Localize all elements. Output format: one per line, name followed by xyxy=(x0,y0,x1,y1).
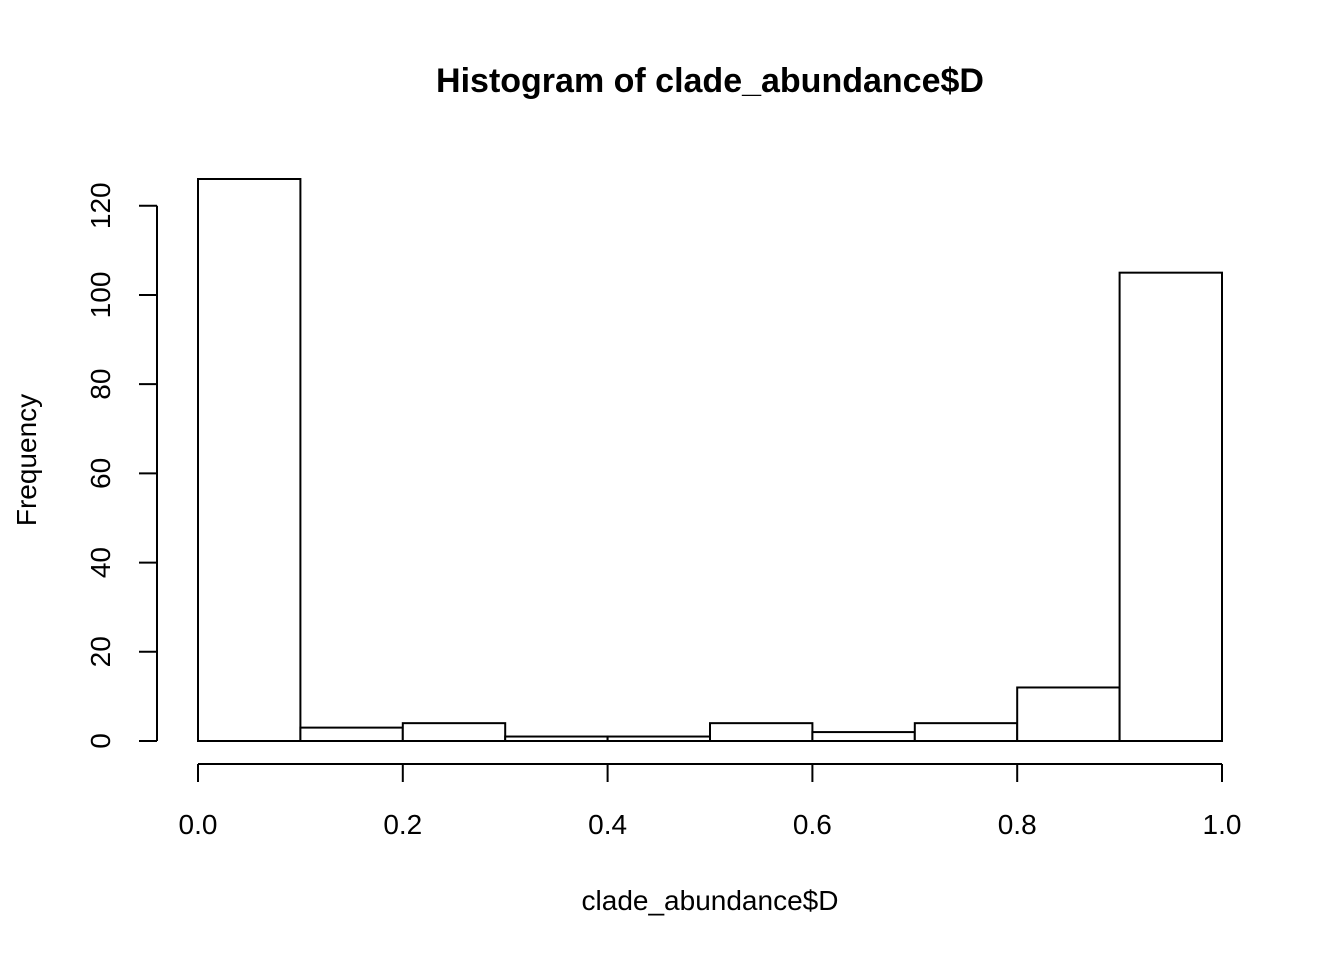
y-tick-label: 120 xyxy=(85,182,116,229)
x-axis: 0.0 0.2 0.4 0.6 0.8 1.0 xyxy=(179,763,1242,840)
bars-group xyxy=(197,178,1223,743)
histogram-bar-5 xyxy=(709,722,814,743)
x-tick-label: 0.6 xyxy=(793,809,832,840)
histogram-bar-0 xyxy=(197,178,302,742)
x-tick-label: 0.8 xyxy=(998,809,1037,840)
histogram-bar-7 xyxy=(913,722,1019,743)
x-axis-label: clade_abundance$D xyxy=(582,885,839,916)
histogram-bar-4 xyxy=(606,735,711,742)
x-tick-label: 0.4 xyxy=(588,809,627,840)
histogram-bar-6 xyxy=(811,731,916,742)
x-tick-label: 0.2 xyxy=(383,809,422,840)
y-axis-label: Frequency xyxy=(11,394,42,526)
histogram-bar-9 xyxy=(1118,271,1223,742)
y-tick-label: 60 xyxy=(85,458,116,489)
histogram-bar-8 xyxy=(1016,686,1121,743)
y-tick-label: 0 xyxy=(85,733,116,749)
y-tick-label: 80 xyxy=(85,369,116,400)
y-tick-label: 100 xyxy=(85,272,116,319)
chart-title: Histogram of clade_abundance$D xyxy=(436,62,984,100)
y-tick-label: 20 xyxy=(85,636,116,667)
y-axis: 0 20 40 60 80 100 120 xyxy=(85,182,158,749)
histogram-bar-3 xyxy=(504,735,609,742)
histogram-bar-2 xyxy=(401,722,507,743)
x-tick-label: 0.0 xyxy=(179,809,218,840)
y-tick-label: 40 xyxy=(85,547,116,578)
x-tick-label: 1.0 xyxy=(1203,809,1242,840)
histogram-bar-1 xyxy=(299,726,404,742)
